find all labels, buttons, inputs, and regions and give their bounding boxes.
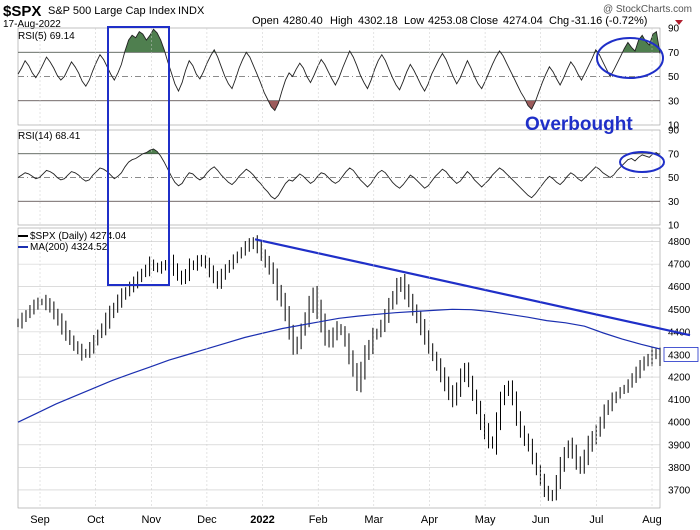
rsi5-panel: 10 30 50 70 90 (17, 24, 680, 132)
watermark: @ StockCharts.com (603, 4, 692, 15)
rsi14-legend: RSI(14) 68.41 (18, 131, 81, 142)
date-label: 17-Aug-2022 (3, 19, 61, 30)
x-tick-label: Aug (642, 514, 662, 526)
rsi5-tick-label: 50 (668, 72, 680, 83)
rsi5-legend: RSI(5) 69.14 (18, 31, 75, 42)
ma200-line (17, 308, 661, 423)
x-tick-label: Jun (532, 514, 550, 526)
price-tick-label: 4200 (668, 373, 691, 384)
price-tick-label: 3900 (668, 440, 691, 451)
overbought-ellipse-rsi14 (619, 151, 665, 173)
last-price-tag-label: 4300 (668, 350, 691, 361)
overbought-ellipse-rsi5 (596, 37, 664, 79)
exchange-label: INDX (178, 5, 205, 17)
x-tick-label: Feb (309, 514, 328, 526)
high-label: High (330, 15, 353, 27)
x-tick-label: Sep (30, 514, 50, 526)
close-label: Close (470, 15, 498, 27)
price-panel: 3700380039004000410042004300440045004600… (17, 227, 699, 509)
rsi14-tick-label: 90 (668, 126, 680, 137)
x-tick-label: Nov (141, 514, 161, 526)
low-value: 4253.08 (428, 15, 468, 27)
rsi14-oversold-fill (18, 149, 660, 201)
x-tick-label: May (475, 514, 496, 526)
chg-label: Chg (549, 15, 569, 27)
x-tick-label: Mar (364, 514, 383, 526)
rsi5-tick-label: 70 (668, 48, 680, 59)
rsi5-tick-label: 90 (668, 24, 680, 35)
resistance-trendline (254, 238, 691, 337)
rsi14-tick-label: 10 (668, 221, 680, 232)
x-tick-label: Apr (421, 514, 438, 526)
symbol-label: $SPX (3, 3, 41, 20)
low-label: Low (404, 15, 424, 27)
price-tick-label: 4700 (668, 260, 691, 271)
rsi14-tick-label: 70 (668, 149, 680, 160)
rsi14-panel: 10 30 50 70 90 (17, 126, 680, 232)
highlight-box-oct-nov (107, 26, 170, 286)
price-tick-label: 3800 (668, 463, 691, 474)
price-frame (17, 227, 661, 509)
x-tick-label: 2022 (250, 514, 274, 526)
x-tick-label: Dec (197, 514, 217, 526)
rsi5-tick-label: 10 (668, 121, 680, 132)
price-tick-label: 4100 (668, 395, 691, 406)
x-axis: Sep Oct Nov Dec 2022 Feb Mar Apr May Jun Jul Aug (30, 28, 662, 526)
price-tick-label: 4800 (668, 237, 691, 248)
last-price-tag (663, 347, 699, 362)
x-tick-label: Jul (589, 514, 603, 526)
close-value: 4274.04 (503, 15, 543, 27)
x-tick-label: Oct (87, 514, 104, 526)
rsi14-tick-label: 50 (668, 173, 680, 184)
overbought-annotation: Overbought (525, 114, 633, 135)
price-tick-label: 4600 (668, 282, 691, 293)
rsi14-overbought-fill (18, 149, 660, 154)
rsi5-overbought-fill (18, 29, 660, 53)
rsi5-tick-label: 30 (668, 96, 680, 107)
open-value: 4280.40 (283, 15, 323, 27)
rsi5-oversold-fill (18, 100, 660, 111)
price-legend: $SPX (Daily) 4274.04 (30, 231, 127, 242)
down-triangle-icon (675, 20, 683, 25)
high-value: 4302.18 (358, 15, 398, 27)
index-name-label: S&P 500 Large Cap Index (48, 5, 176, 17)
rsi14-tick-label: 30 (668, 197, 680, 208)
price-tick-label: 4500 (668, 305, 691, 316)
rsi5-line (17, 28, 661, 112)
chg-value: -31.16 (-0.72%) (571, 15, 647, 27)
open-label: Open (252, 15, 279, 27)
ma-legend: MA(200) 4324.52 (30, 242, 108, 253)
price-tick-label: 3700 (668, 485, 691, 496)
price-tick-label: 4000 (668, 418, 691, 429)
rsi14-line (17, 148, 661, 200)
